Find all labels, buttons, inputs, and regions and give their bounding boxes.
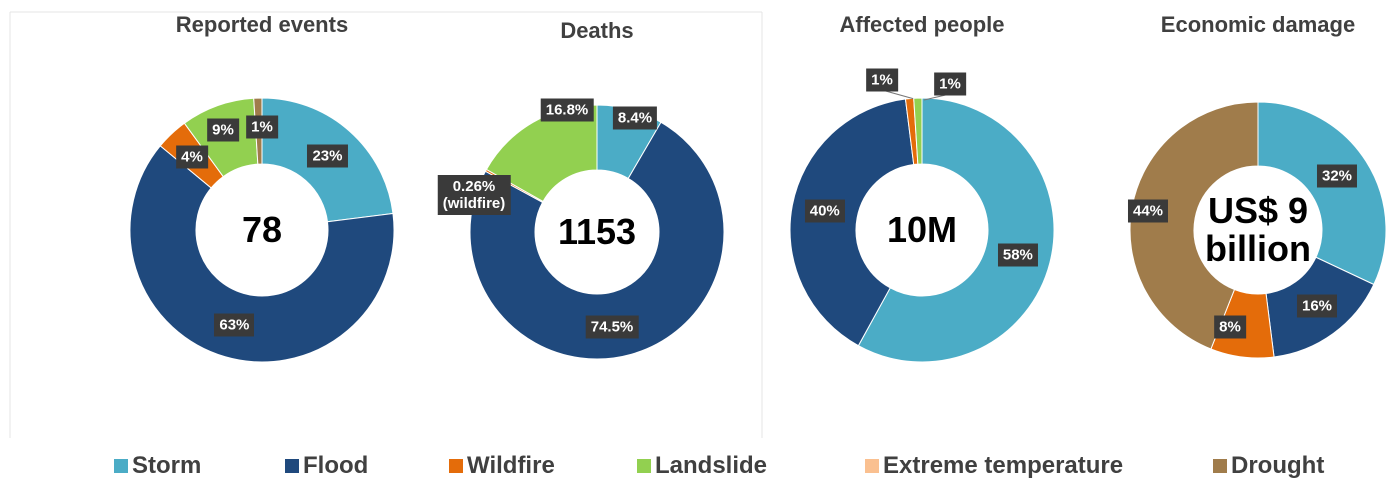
donut-slice — [469, 121, 725, 360]
value-label: 58% — [997, 243, 1038, 267]
value-label: 44% — [1127, 199, 1169, 223]
legend-item: Landslide — [637, 452, 767, 480]
center-label: 1153 — [557, 211, 637, 252]
value-label: 23% — [307, 144, 348, 168]
value-label: 8% — [1214, 315, 1246, 339]
donut-slice — [1129, 101, 1259, 350]
legend-item: Wildfire — [449, 452, 555, 480]
value-label: 9% — [207, 118, 239, 142]
value-label: 1% — [866, 68, 898, 92]
value-label: 74.5% — [585, 315, 639, 339]
legend-swatch — [1213, 459, 1227, 473]
value-label: 0.26% (wildfire) — [437, 175, 511, 215]
legend-label: Wildfire — [467, 452, 555, 479]
donut-slice — [913, 97, 923, 165]
donut-slice — [857, 97, 1055, 363]
legend-swatch — [637, 459, 651, 473]
legend-label: Flood — [303, 452, 369, 479]
value-label: 8.4% — [612, 106, 658, 130]
value-label: 16% — [1296, 294, 1338, 318]
value-label: 4% — [176, 145, 208, 169]
chart-title: Deaths — [560, 18, 633, 43]
legend-label: Storm — [132, 452, 202, 479]
legend-swatch — [865, 459, 879, 473]
value-label: 1% — [934, 72, 966, 96]
legend-item: Storm — [114, 452, 201, 480]
center-label: 78 — [241, 209, 283, 250]
legend-item: Drought — [1213, 452, 1324, 480]
value-label: 16.8% — [540, 98, 594, 122]
legend-item: Extreme temperature — [865, 452, 1123, 480]
legend-label: Extreme temperature — [883, 452, 1124, 479]
legend-item: Flood — [285, 452, 368, 480]
center-label: US$ 9 billion — [1205, 190, 1311, 269]
value-label: 1% — [246, 115, 278, 139]
center-label: 10M — [886, 209, 958, 250]
legend-label: Drought — [1231, 452, 1325, 479]
legend-swatch — [285, 459, 299, 473]
donut-slice — [129, 145, 395, 363]
donut-slice — [1257, 101, 1387, 286]
chart-title: Affected people — [839, 12, 1004, 37]
legend-swatch — [449, 459, 463, 473]
legend-label: Landslide — [655, 452, 768, 479]
legend-swatch — [114, 459, 128, 473]
chart-title: Reported events — [176, 12, 348, 37]
chart-title: Economic damage — [1161, 12, 1355, 37]
value-label: 32% — [1316, 164, 1358, 188]
leader-line — [881, 89, 919, 101]
value-label: 63% — [214, 313, 255, 337]
value-label: 40% — [804, 199, 845, 223]
donut-slice — [789, 98, 915, 347]
